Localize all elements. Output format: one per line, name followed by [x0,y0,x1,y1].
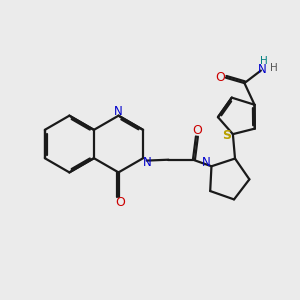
Text: N: N [114,105,123,118]
Text: O: O [115,196,125,209]
Text: O: O [192,124,202,137]
Text: S: S [222,129,231,142]
Text: O: O [215,71,225,84]
Text: H: H [269,63,277,73]
Text: N: N [258,63,267,76]
Text: H: H [260,56,268,66]
Text: N: N [202,156,211,169]
Text: N: N [143,156,152,169]
